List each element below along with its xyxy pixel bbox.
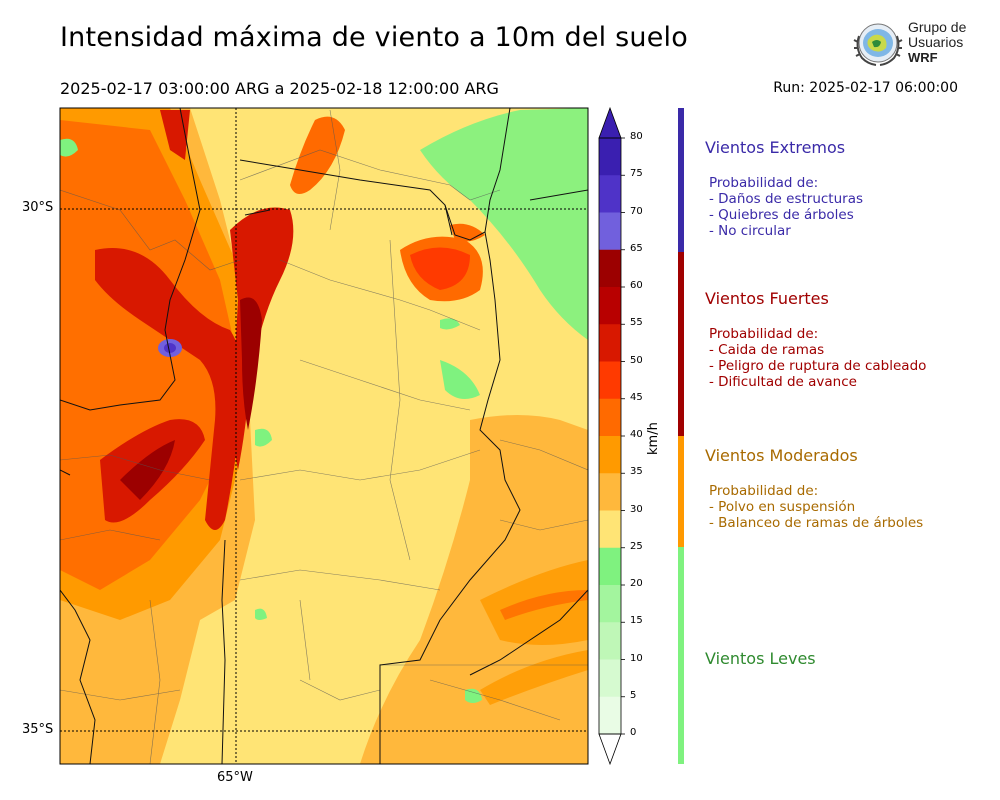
colorbar-segment: [599, 249, 621, 288]
colorbar-tick-label: 25: [630, 540, 643, 552]
colorbar-tick-label: 5: [630, 689, 637, 701]
colorbar-max-extension: [598, 106, 622, 139]
colorbar-segment: [599, 659, 621, 698]
colorbar-tick-label: 40: [630, 429, 643, 440]
category-extremos: Vientos Extremos Probabilidad de: - Daño…: [705, 138, 863, 239]
colorbar-tick-label: 20: [630, 578, 643, 589]
logo-text-line3: WRF: [908, 50, 938, 65]
colorbar-segment: [599, 622, 621, 660]
colorbar-tick-label: 65: [630, 242, 643, 254]
category-moderados: Vientos Moderados Probabilidad de: - Pol…: [705, 446, 923, 531]
colorbar-segment: [599, 138, 621, 176]
category-bar-moderados: [678, 436, 684, 547]
colorbar-tick-label: 70: [630, 205, 643, 217]
colorbar-segment: [599, 547, 621, 586]
model-run: Run: 2025-02-17 06:00:00: [773, 80, 958, 96]
category-heading: Vientos Moderados: [705, 446, 858, 465]
description-line: Probabilidad de:: [709, 175, 819, 191]
colorbar-segment: [599, 585, 621, 623]
wrf-group-logo: Grupo de Usuarios WRF: [850, 18, 970, 70]
colorbar-tick-label: 45: [630, 391, 643, 403]
category-heading: Vientos Fuertes: [705, 289, 829, 308]
colorbar-tick-label: 80: [630, 131, 643, 142]
logo-text-line2: Usuarios: [908, 34, 964, 50]
colorbar-tick-label: 15: [630, 615, 643, 627]
wind-speed-colorbar: [598, 106, 625, 766]
colorbar-unit-label: km/h: [646, 422, 661, 455]
colorbar-tick-label: 55: [630, 317, 643, 329]
colorbar-segment: [599, 696, 621, 735]
description-line: - Polvo en suspensión: [709, 499, 856, 515]
lat-label-30s: 30°S: [22, 200, 54, 215]
colorbar-tick-label: 60: [630, 280, 643, 291]
description-line: - Caida de ramas: [709, 342, 825, 358]
map-title: Intensidad máxima de viento a 10m del su…: [60, 22, 688, 53]
description-line: - Dificultad de avance: [709, 374, 857, 390]
description-line: - No circular: [709, 223, 791, 239]
description-line: - Daños de estructuras: [709, 191, 864, 207]
category-description: Probabilidad de: - Daños de estructuras …: [705, 175, 863, 239]
colorbar-segment: [599, 175, 621, 213]
category-heading: Vientos Leves: [705, 649, 816, 668]
category-description: Probabilidad de: - Caida de ramas - Peli…: [705, 326, 926, 390]
globe-laurel-icon: [853, 23, 903, 66]
colorbar-segment: [599, 436, 621, 474]
colorbar-segment: [599, 212, 621, 251]
description-line: Probabilidad de:: [709, 326, 819, 342]
colorbar-tick-label: 0: [630, 727, 637, 738]
colorbar-segment: [599, 287, 621, 325]
colorbar-tick-label: 75: [630, 168, 643, 180]
wind-map: [59, 107, 589, 765]
colorbar-tick-label: 30: [630, 503, 643, 515]
colorbar-segment: [599, 473, 621, 511]
description-line: - Balanceo de ramas de árboles: [709, 515, 924, 531]
colorbar-segment: [599, 361, 621, 400]
description-line: - Quiebres de árboles: [709, 207, 854, 223]
colorbar-tick-label: 10: [630, 652, 643, 664]
colorbar-segment: [599, 324, 621, 362]
lon-label-65w: 65°W: [217, 770, 253, 785]
forecast-period: 2025-02-17 03:00:00 ARG a 2025-02-18 12:…: [60, 79, 499, 98]
colorbar-segment: [599, 398, 621, 437]
colorbar-tick-label: 35: [630, 466, 643, 478]
logo-text-line1: Grupo de: [908, 19, 967, 35]
category-heading: Vientos Extremos: [705, 138, 846, 157]
colorbar-tick-label: 50: [630, 354, 643, 366]
category-bar-leves: [678, 547, 684, 764]
category-description: Probabilidad de: - Polvo en suspensión -…: [705, 483, 923, 531]
category-fuertes: Vientos Fuertes Probabilidad de: - Caida…: [705, 289, 926, 390]
lat-label-35s: 35°S: [22, 722, 54, 737]
category-leves: Vientos Leves: [705, 649, 816, 668]
colorbar-min-extension: [598, 733, 622, 766]
description-line: Probabilidad de:: [709, 483, 819, 499]
category-bar-extremos: [678, 108, 684, 252]
category-bar-fuertes: [678, 252, 684, 436]
description-line: - Peligro de ruptura de cableado: [709, 358, 927, 374]
colorbar-segment: [599, 510, 621, 549]
